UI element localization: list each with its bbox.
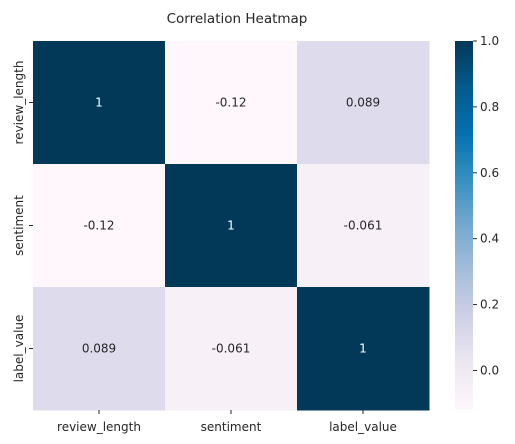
heatmap-cell (297, 41, 430, 165)
y-tick-label: review_length (12, 61, 26, 145)
heatmap-cell (165, 287, 298, 411)
heatmap-cell (33, 41, 166, 165)
heatmap-cell (165, 41, 298, 165)
y-tick-label: sentiment (12, 195, 26, 256)
y-tick-label: label_value (12, 315, 26, 383)
cell-annotation: -0.061 (212, 342, 251, 356)
cell-annotation: 1 (359, 342, 367, 356)
heatmap-cell (297, 164, 430, 288)
colorbar-tick-label: 0.4 (480, 232, 499, 246)
cell-annotation: -0.061 (344, 219, 383, 233)
cell-annotation: 1 (227, 219, 235, 233)
colorbar-ticks: 0.0 0.2 0.4 0.6 0.8 1.0 (473, 34, 499, 377)
colorbar (455, 41, 473, 410)
x-tick-label: label_value (329, 420, 397, 434)
cell-annotation: 0.089 (346, 96, 380, 110)
colorbar-tick-label: 0.2 (480, 298, 499, 312)
cell-annotation: 0.089 (82, 342, 116, 356)
x-tick-label: sentiment (201, 420, 262, 434)
colorbar-tick-label: 1.0 (480, 34, 499, 48)
heatmap-cell (33, 287, 166, 411)
cell-annotation: -0.12 (83, 219, 114, 233)
colorbar-tick-label: 0.0 (480, 363, 499, 377)
heatmap-cell (165, 164, 298, 288)
x-tick-label: review_length (57, 420, 141, 434)
colorbar-tick-label: 0.6 (480, 166, 499, 180)
cell-annotations: 1 -0.12 0.089 -0.12 1 -0.061 0.089 -0.061 1 (82, 96, 383, 356)
heatmap-cell (297, 287, 430, 411)
heatmap-cells (33, 41, 430, 411)
x-axis-ticks: review_length sentiment label_value (57, 410, 397, 434)
y-axis-ticks: review_length sentiment label_value (12, 61, 33, 383)
heatmap-cell (33, 164, 166, 288)
colorbar-tick-label: 0.8 (480, 100, 499, 114)
cell-annotation: 1 (95, 96, 103, 110)
cell-annotation: -0.12 (215, 96, 246, 110)
chart-title: Correlation Heatmap (167, 11, 308, 27)
